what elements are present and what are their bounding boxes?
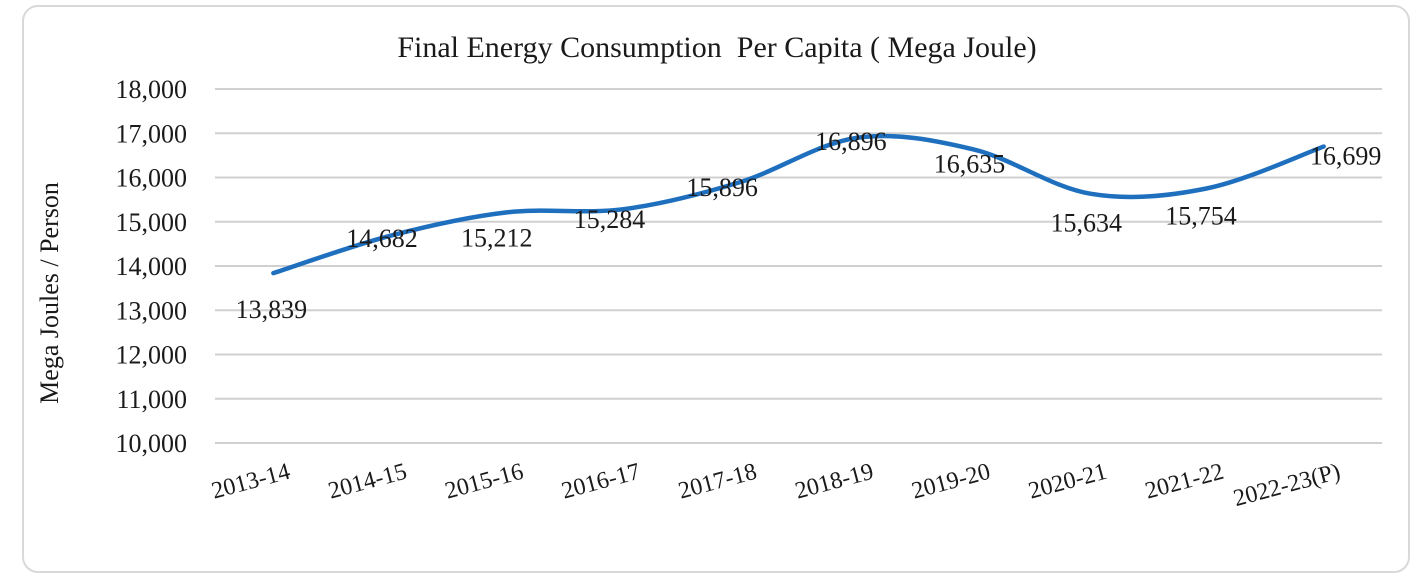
y-tick-label: 17,000 [116,119,188,148]
data-label: 15,896 [686,173,758,202]
series-line [271,133,1326,276]
y-tick-label: 11,000 [116,385,187,414]
data-label: 13,839 [236,295,308,324]
x-tick-label: 2022-23(P) [1231,459,1343,512]
x-tick-label: 2014-15 [326,459,410,505]
y-axis-label: Mega Joules / Person [35,182,64,404]
data-label: 16,699 [1310,142,1382,171]
data-label: 16,635 [934,149,1006,178]
data-labels: 13,839 14,682 15,212 15,284 15,896 16,896 16,6… [236,127,1382,324]
x-tick-label: 2016-17 [559,459,643,505]
x-tick-label: 2018-19 [792,459,876,505]
data-label: 15,212 [461,223,533,252]
x-tick-label: 2019-20 [909,459,993,505]
gridlines [215,88,1382,444]
x-tick-label: 2013-14 [209,459,293,505]
data-label: 14,682 [346,224,418,253]
x-tick-label: 2020-21 [1026,459,1110,505]
y-tick-label: 12,000 [116,341,188,370]
x-tick-label: 2015-16 [442,459,526,505]
x-axis-ticks: 2013-14 2014-15 2015-16 2016-17 2017-18 2018-… [209,459,1343,512]
y-axis-ticks: 10,000 11,000 12,000 13,000 14,000 15,000 16,0… [116,75,188,458]
y-tick-label: 13,000 [116,296,188,325]
y-tick-label: 15,000 [116,208,188,237]
chart-title: Final Energy Consumption Per Capita ( Me… [397,31,1036,64]
y-tick-label: 16,000 [116,164,188,193]
data-label: 15,284 [574,205,646,234]
data-label: 15,634 [1051,209,1123,238]
data-label: 15,754 [1165,201,1237,230]
y-tick-label: 10,000 [116,429,188,458]
x-tick-label: 2017-18 [676,459,760,505]
chart-frame [22,5,1410,573]
data-label: 16,896 [815,127,887,156]
y-tick-label: 14,000 [116,252,188,281]
x-tick-label: 2021-22 [1142,459,1226,505]
y-tick-label: 18,000 [116,75,188,104]
